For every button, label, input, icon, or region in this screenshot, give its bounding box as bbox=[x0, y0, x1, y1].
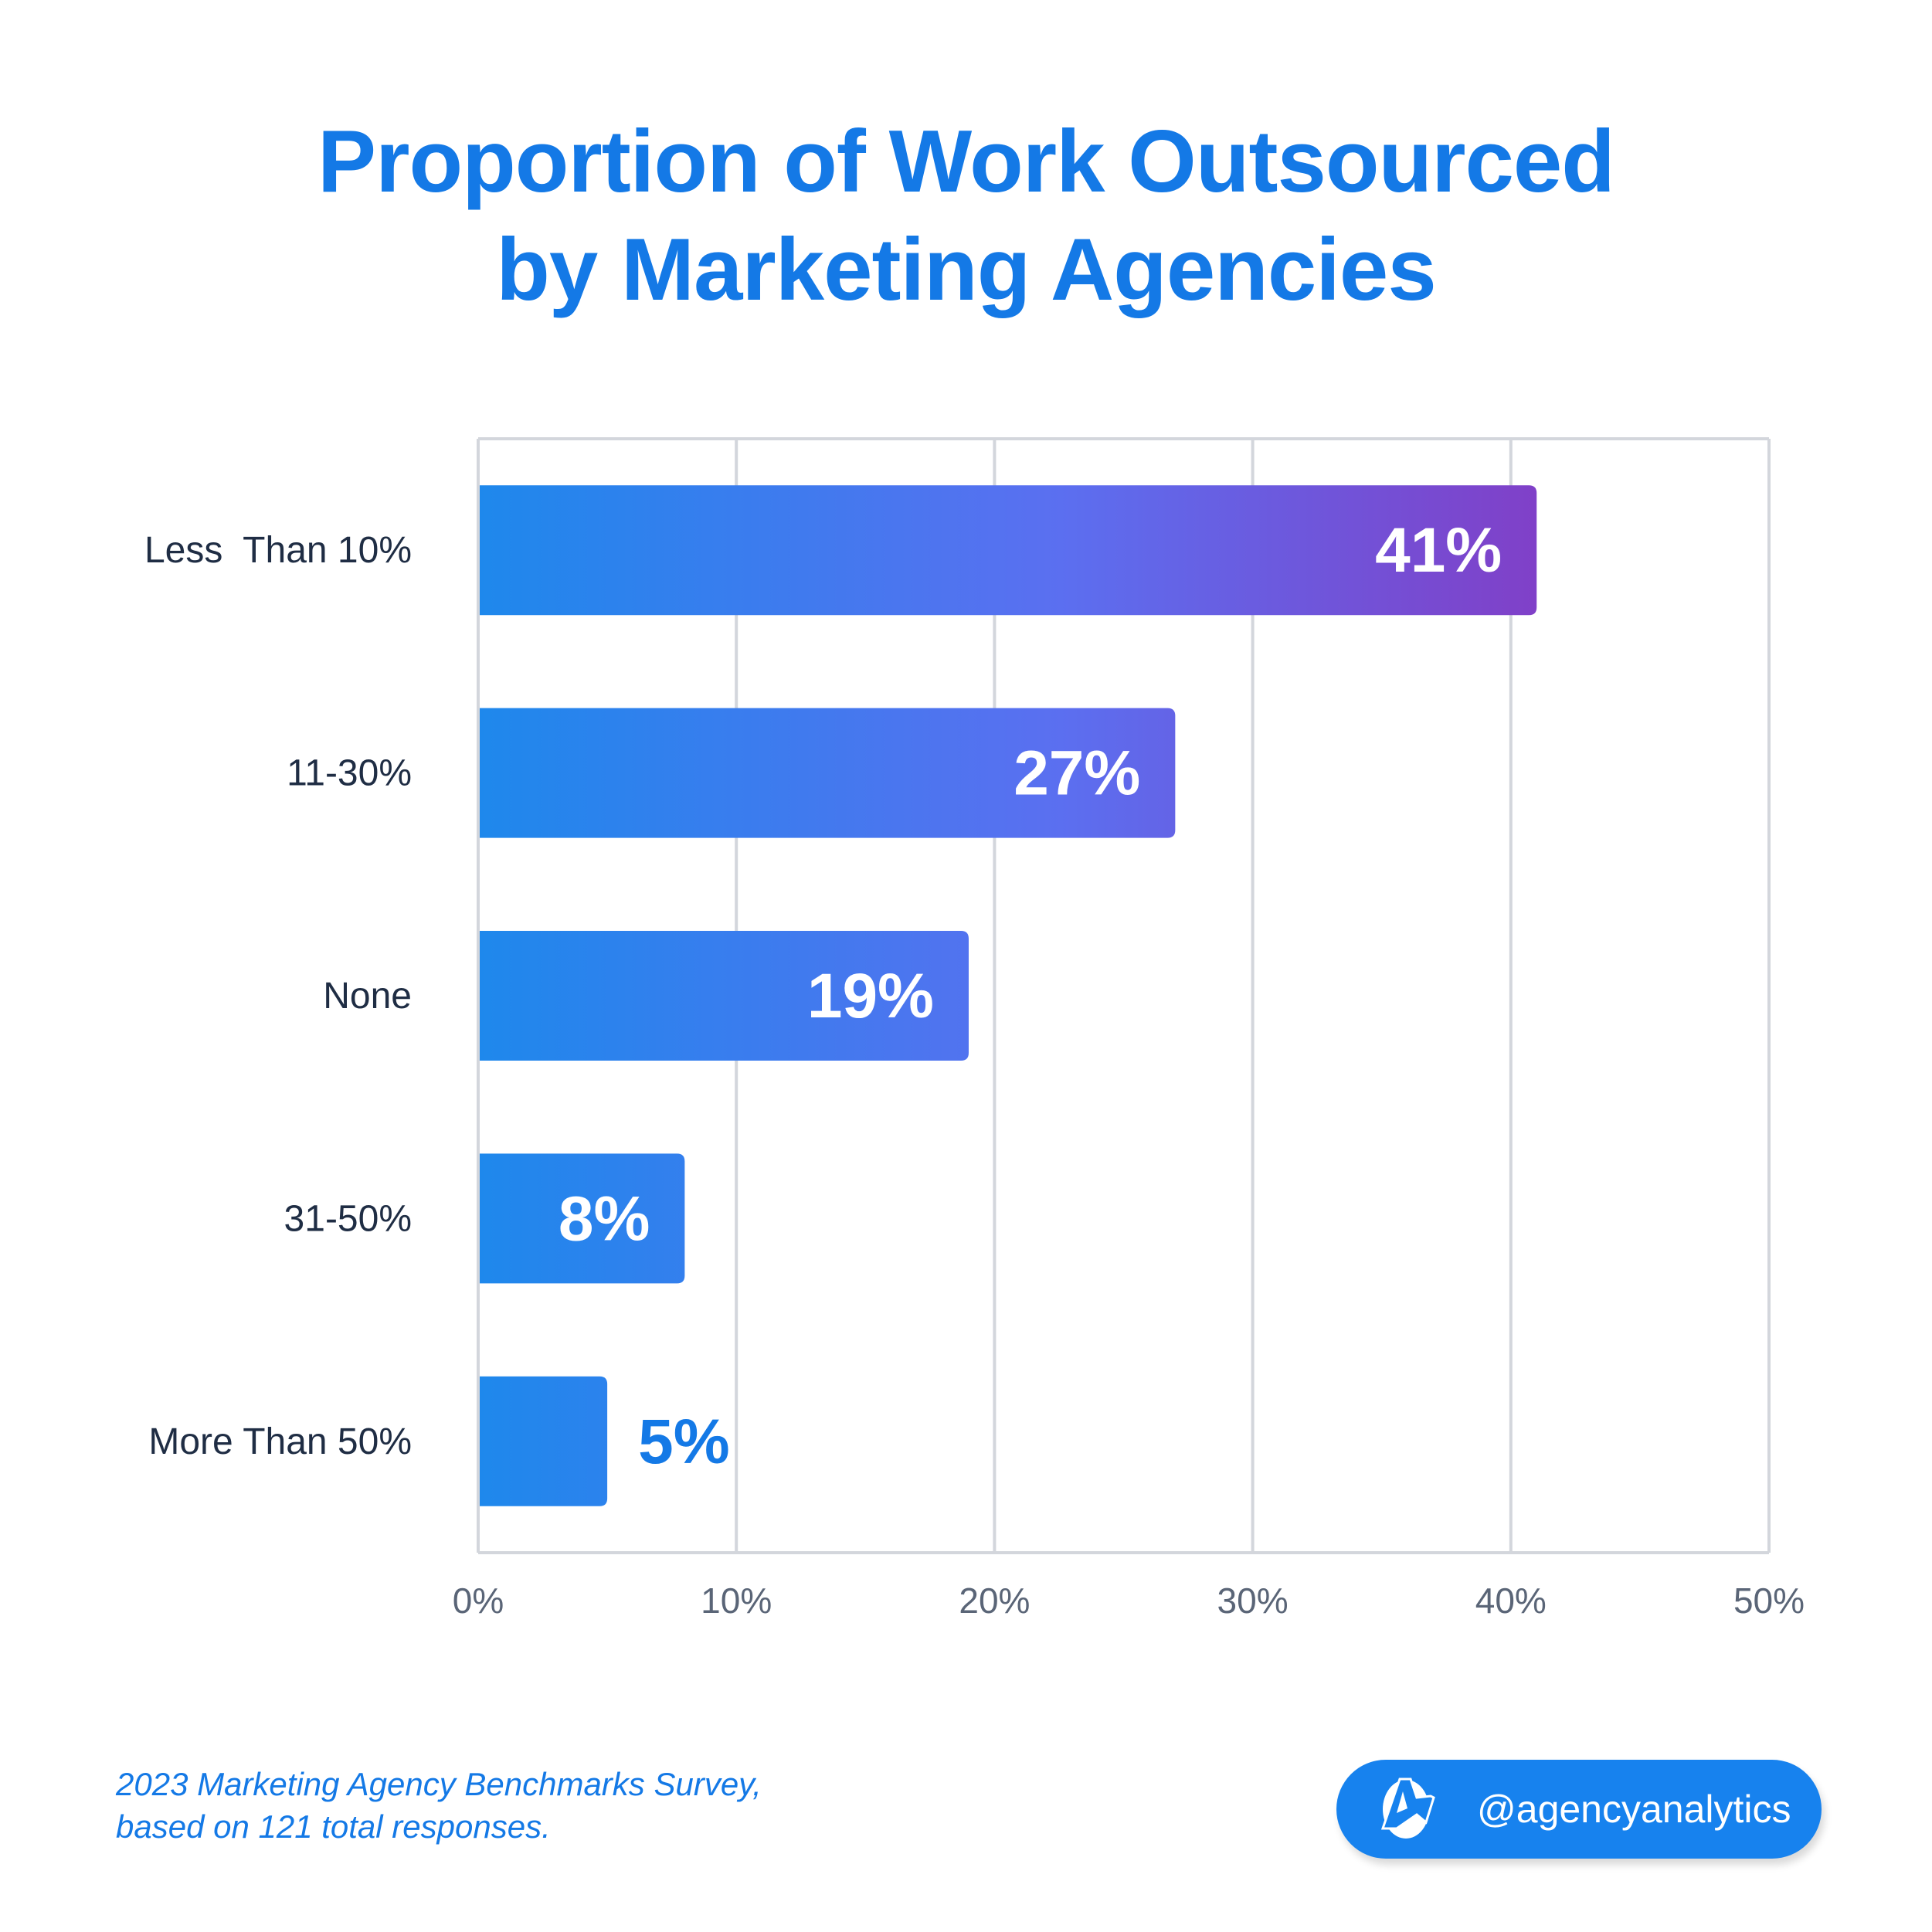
bar bbox=[478, 485, 1537, 616]
category-label: None bbox=[323, 976, 412, 1017]
footnote: 2023 Marketing Agency Benchmarks Survey,… bbox=[116, 1763, 762, 1848]
bar bbox=[478, 931, 969, 1061]
data-label: 41% bbox=[1375, 515, 1502, 586]
bar bbox=[478, 1153, 685, 1284]
x-tick-label: 30% bbox=[1217, 1581, 1289, 1621]
social-handle-badge[interactable]: @agencyanalytics bbox=[1336, 1760, 1822, 1859]
category-label: Less Than 10% bbox=[144, 530, 412, 571]
category-label: 31-50% bbox=[284, 1198, 412, 1239]
bar bbox=[478, 1376, 608, 1506]
chart-title: Proportion of Work Outsourced by Marketi… bbox=[0, 108, 1932, 324]
category-label: More Than 50% bbox=[148, 1421, 412, 1462]
data-label: 5% bbox=[638, 1407, 730, 1477]
data-label: 19% bbox=[807, 961, 934, 1031]
title-line-1: Proportion of Work Outsourced bbox=[317, 113, 1615, 211]
x-tick-label: 50% bbox=[1733, 1581, 1805, 1621]
data-label: 27% bbox=[1014, 739, 1140, 809]
x-tick-label: 10% bbox=[701, 1581, 772, 1621]
badge-handle[interactable]: @agencyanalytics bbox=[1477, 1788, 1791, 1831]
category-label: 11-30% bbox=[287, 753, 412, 794]
x-tick-label: 0% bbox=[453, 1581, 504, 1621]
agencyanalytics-logo-icon bbox=[1380, 1778, 1435, 1839]
bar bbox=[478, 708, 1176, 838]
title-line-2: by Marketing Agencies bbox=[496, 221, 1436, 319]
footnote-line-1: 2023 Marketing Agency Benchmarks Survey, bbox=[116, 1766, 762, 1802]
x-tick-label: 20% bbox=[959, 1581, 1030, 1621]
data-label: 8% bbox=[559, 1183, 650, 1254]
footnote-line-2: based on 121 total responses. bbox=[116, 1808, 551, 1845]
x-tick-label: 40% bbox=[1475, 1581, 1547, 1621]
